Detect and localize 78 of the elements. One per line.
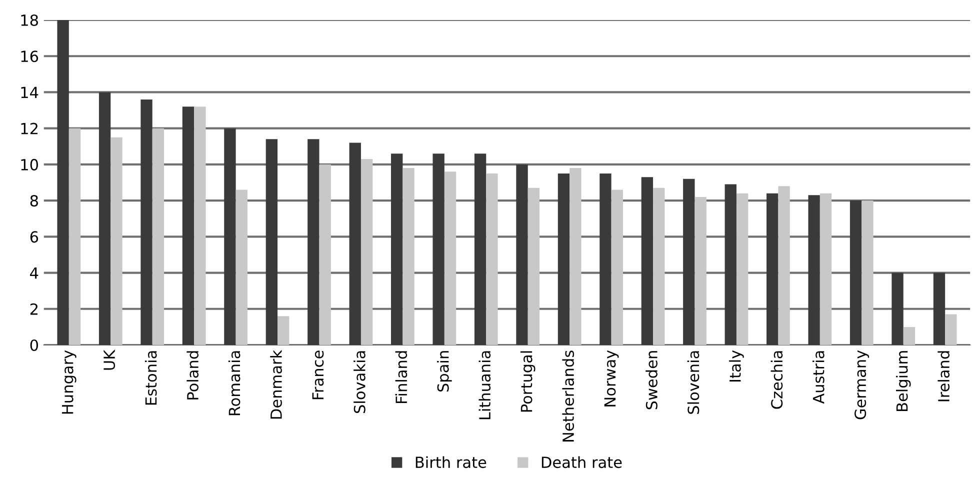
bar xyxy=(349,142,361,345)
x-tick-label: Austria xyxy=(812,351,824,404)
bar xyxy=(486,173,498,345)
bar xyxy=(683,178,695,345)
x-tick-label: Norway xyxy=(604,350,619,406)
bar xyxy=(724,184,736,345)
x-tick-label: Denmark xyxy=(270,350,282,419)
y-tick-label: 2 xyxy=(30,303,38,315)
bar xyxy=(391,154,403,345)
bar xyxy=(766,193,778,345)
bar xyxy=(808,195,820,345)
x-tick-label: Slovenia xyxy=(687,351,700,414)
x-tick-label: Germany xyxy=(854,350,870,420)
x-tick-label: Czechia xyxy=(770,351,783,409)
bar xyxy=(194,106,206,345)
y-tick-label: 8 xyxy=(30,195,38,207)
bar xyxy=(360,159,373,345)
bar xyxy=(236,190,248,345)
y-tick-label: 6 xyxy=(30,231,38,243)
bar xyxy=(68,128,81,345)
bar xyxy=(402,168,414,345)
bar xyxy=(694,196,706,345)
bar xyxy=(778,186,790,345)
x-tick-label: Belgium xyxy=(896,351,911,411)
bar xyxy=(319,164,331,345)
x-tick-label: Portugal xyxy=(520,351,536,412)
x-tick-label: UK xyxy=(104,350,116,370)
bar xyxy=(224,128,236,345)
x-tick-label: Italy xyxy=(729,350,744,382)
x-tick-label: Ireland xyxy=(938,351,950,402)
y-tick-label: 10 xyxy=(21,158,38,170)
legend-label: Birth rate xyxy=(416,456,486,468)
y-tick-label: 4 xyxy=(30,267,38,279)
bar xyxy=(308,139,320,345)
y-tick-label: 0 xyxy=(30,339,38,352)
bar xyxy=(516,164,528,345)
bar xyxy=(933,272,946,345)
bar xyxy=(432,154,444,345)
x-tick-label: Hungary xyxy=(62,350,76,414)
bar xyxy=(266,139,278,345)
y-tick-label: 18 xyxy=(21,14,38,26)
bar xyxy=(98,92,111,345)
x-tick-label: Finland xyxy=(395,351,408,403)
y-tick-label: 14 xyxy=(21,86,38,98)
bar xyxy=(820,193,832,345)
bar xyxy=(653,188,665,345)
bar xyxy=(182,106,194,345)
bar xyxy=(850,200,862,345)
bar xyxy=(892,272,904,345)
bar xyxy=(611,190,623,345)
bar xyxy=(736,193,748,345)
legend-label: Death rate xyxy=(542,456,622,468)
x-tick-label: Slovakia xyxy=(354,351,366,414)
bar xyxy=(444,172,456,345)
y-tick-label: 12 xyxy=(21,122,38,134)
x-tick-label: France xyxy=(312,350,324,400)
bar xyxy=(558,173,570,345)
bar xyxy=(528,188,540,345)
y-tick-label: 16 xyxy=(21,50,38,62)
bar xyxy=(140,99,152,345)
x-tick-label: Romania xyxy=(228,351,240,416)
bar xyxy=(862,200,874,345)
bar xyxy=(641,177,654,345)
bar xyxy=(600,173,612,345)
bar xyxy=(903,326,916,345)
x-tick-label: Estonia xyxy=(144,351,157,405)
x-tick-label: Spain xyxy=(437,351,452,392)
bar xyxy=(110,137,122,345)
x-tick-label: Lithuania xyxy=(478,351,491,420)
bar xyxy=(570,168,582,345)
bar xyxy=(474,154,486,345)
bar xyxy=(945,314,957,345)
x-tick-label: Netherlands xyxy=(562,350,574,442)
x-tick-label: Poland xyxy=(186,351,199,400)
bar xyxy=(152,128,164,345)
bar xyxy=(57,20,69,345)
x-tick-label: Sweden xyxy=(646,351,658,410)
bar xyxy=(278,316,290,345)
